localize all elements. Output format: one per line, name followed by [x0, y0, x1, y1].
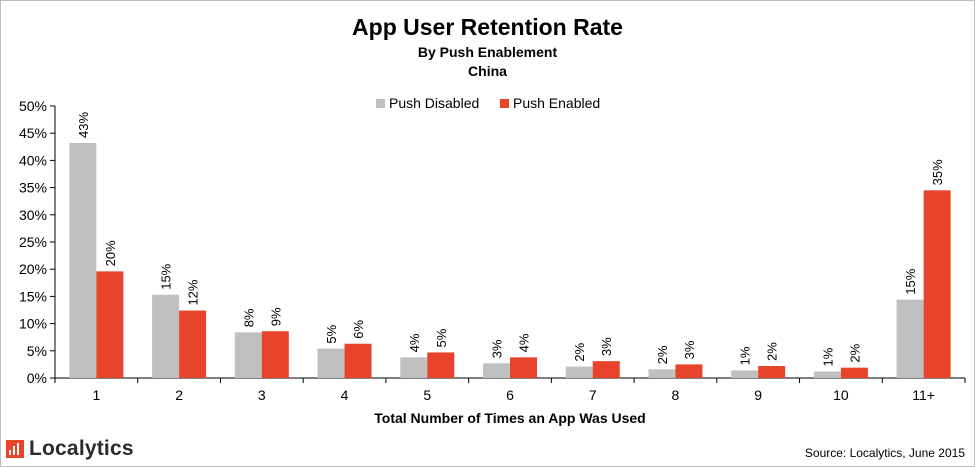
localytics-logo-icon — [6, 440, 24, 458]
bar-push-disabled — [152, 294, 180, 378]
bar-push-disabled — [400, 357, 428, 378]
legend-label: Push Enabled — [513, 95, 600, 111]
x-category-label: 4 — [341, 387, 349, 403]
y-tick-label: 25% — [19, 234, 47, 250]
data-label: 3% — [682, 340, 697, 359]
bar-push-disabled — [896, 299, 924, 378]
x-category-label: 8 — [672, 387, 680, 403]
y-tick-label: 35% — [19, 180, 47, 196]
x-category-label: 5 — [423, 387, 431, 403]
x-category-label: 6 — [506, 387, 514, 403]
y-tick-label: 20% — [19, 261, 47, 277]
bar-push-enabled — [923, 190, 951, 378]
bar-push-enabled — [758, 366, 786, 378]
data-label: 5% — [434, 328, 449, 347]
bar-push-enabled — [840, 367, 868, 378]
chart-subtitle: By Push Enablement — [417, 44, 558, 60]
bar-push-enabled — [96, 271, 124, 378]
y-tick-label: 40% — [19, 152, 47, 168]
legend-swatch — [376, 99, 385, 108]
brand-name: Localytics — [29, 437, 134, 460]
y-tick-label: 30% — [19, 207, 47, 223]
bar-push-enabled — [510, 357, 537, 378]
bar-push-disabled — [317, 348, 345, 378]
data-label: 15% — [159, 263, 174, 289]
x-category-label: 9 — [754, 387, 762, 403]
chart-title: App User Retention Rate — [352, 14, 623, 40]
x-axis-label: Total Number of Times an App Was Used — [374, 410, 645, 426]
legend-swatch — [500, 99, 509, 108]
chart-subtitle-region: China — [468, 63, 507, 79]
data-label: 5% — [324, 324, 339, 343]
bar-push-disabled — [234, 332, 262, 378]
brand-logo: Localytics — [6, 436, 134, 462]
y-tick-label: 15% — [19, 288, 47, 304]
bar-push-disabled — [813, 371, 841, 378]
data-label: 6% — [351, 319, 366, 338]
data-label: 2% — [765, 342, 780, 361]
data-label: 3% — [490, 339, 505, 358]
data-label: 4% — [407, 333, 422, 352]
y-tick-label: 5% — [27, 343, 47, 359]
y-tick-label: 45% — [19, 125, 47, 141]
data-label: 1% — [738, 346, 753, 365]
bar-push-enabled — [427, 352, 455, 378]
data-label: 1% — [820, 347, 835, 366]
bar-push-disabled — [483, 363, 510, 378]
x-category-label: 2 — [175, 387, 183, 403]
data-label: 43% — [76, 112, 91, 138]
y-tick-label: 50% — [19, 98, 47, 114]
data-label: 2% — [847, 343, 862, 362]
bar-push-disabled — [69, 142, 97, 378]
bar-push-enabled — [344, 343, 372, 378]
y-tick-label: 0% — [27, 370, 47, 386]
legend-label: Push Disabled — [389, 95, 479, 111]
x-category-label: 7 — [589, 387, 597, 403]
data-label: 9% — [268, 307, 283, 326]
data-label: 20% — [103, 240, 118, 266]
bar-push-disabled — [565, 366, 593, 378]
bar-push-enabled — [592, 361, 620, 378]
data-label: 2% — [655, 345, 670, 364]
bar-push-enabled — [261, 331, 289, 378]
x-category-label: 3 — [258, 387, 266, 403]
bar-push-enabled — [675, 364, 703, 378]
x-category-label: 11+ — [912, 387, 935, 403]
bar-push-disabled — [731, 370, 759, 378]
source-note: Source: Localytics, June 2015 — [804, 446, 965, 460]
data-label: 8% — [241, 308, 256, 327]
y-tick-label: 10% — [19, 316, 47, 332]
data-label: 2% — [572, 342, 587, 361]
data-label: 4% — [517, 333, 532, 352]
data-label: 35% — [930, 159, 945, 185]
bar-push-disabled — [648, 369, 676, 378]
data-label: 15% — [903, 268, 918, 294]
data-label: 3% — [599, 337, 614, 356]
data-label: 12% — [186, 279, 201, 305]
bar-push-enabled — [179, 310, 207, 378]
x-category-label: 10 — [833, 387, 849, 403]
x-category-label: 1 — [92, 387, 100, 403]
